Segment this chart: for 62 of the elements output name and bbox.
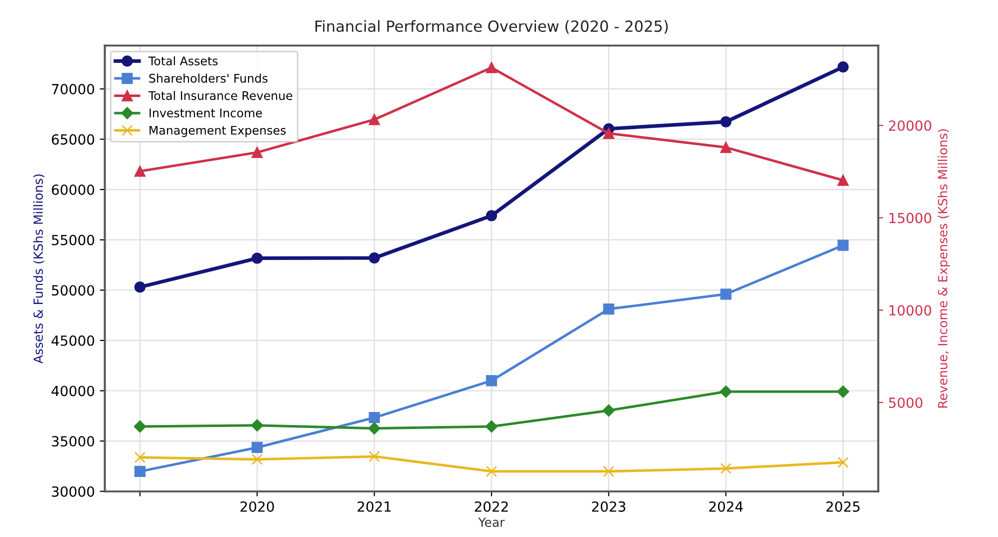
y-tick-label: 60000 xyxy=(52,184,94,195)
point xyxy=(252,252,263,264)
point xyxy=(603,466,614,477)
y-tick-label: 70000 xyxy=(52,84,94,94)
point xyxy=(486,466,498,477)
legend-label: Shareholders' Funds xyxy=(149,74,268,83)
point xyxy=(838,174,849,186)
y2-tick-label: 20000 xyxy=(888,120,932,131)
legend-label: Management Expenses xyxy=(150,126,286,138)
point xyxy=(252,454,263,465)
x-axis-title: Year xyxy=(478,518,505,527)
y2-tick-label: 15000 xyxy=(889,212,932,224)
y-tick-label: 50000 xyxy=(52,285,94,296)
point xyxy=(252,442,263,454)
point xyxy=(720,386,732,398)
point xyxy=(602,404,615,417)
y2-axis-title: Revenue, Income & Expenses (KShs Millions) xyxy=(938,129,950,408)
y-tick-label: 40000 xyxy=(52,386,94,396)
x-tick-label: 2025 xyxy=(826,501,860,512)
point xyxy=(603,303,614,315)
y-tick-label: 35000 xyxy=(52,436,94,447)
point xyxy=(836,386,850,398)
point xyxy=(603,128,614,139)
point xyxy=(486,375,498,386)
point xyxy=(252,146,263,158)
chart-title: Financial Performance Overview (2020 - 2025) xyxy=(315,20,668,34)
point xyxy=(134,282,146,293)
point xyxy=(134,166,146,177)
point xyxy=(251,419,264,432)
x-tick-label: 2021 xyxy=(358,501,391,512)
point xyxy=(368,114,380,126)
point xyxy=(485,420,498,433)
point xyxy=(134,420,146,433)
y-axis-title: Assets & Funds (KShs Millions) xyxy=(33,174,44,364)
point xyxy=(134,452,146,463)
x-tick-label: 2023 xyxy=(592,501,626,512)
point xyxy=(720,116,732,128)
point xyxy=(486,62,498,74)
point xyxy=(838,61,849,73)
legend-label: Total Insurance Revenue xyxy=(148,90,292,100)
point xyxy=(720,288,732,300)
point xyxy=(368,252,380,264)
point xyxy=(134,466,146,477)
legend-label: Investment Income xyxy=(150,108,262,118)
y-tick-label: 65000 xyxy=(52,134,94,145)
x-tick-label: 2020 xyxy=(240,501,274,512)
point xyxy=(486,210,498,222)
point xyxy=(368,450,380,462)
y-tick-label: 30000 xyxy=(52,486,94,497)
legend-label: Total Assets xyxy=(148,56,218,66)
point xyxy=(720,462,732,474)
point xyxy=(368,422,380,434)
point xyxy=(838,240,849,251)
point xyxy=(368,412,380,424)
point xyxy=(720,142,732,153)
y2-tick-label: 5000 xyxy=(889,397,922,408)
y2-tick-label: 10000 xyxy=(889,305,932,316)
y-tick-label: 55000 xyxy=(52,234,94,246)
point xyxy=(838,456,849,468)
x-tick-label: 2022 xyxy=(474,501,508,512)
x-tick-label: 2024 xyxy=(709,501,743,512)
y-tick-label: 45000 xyxy=(52,335,94,346)
